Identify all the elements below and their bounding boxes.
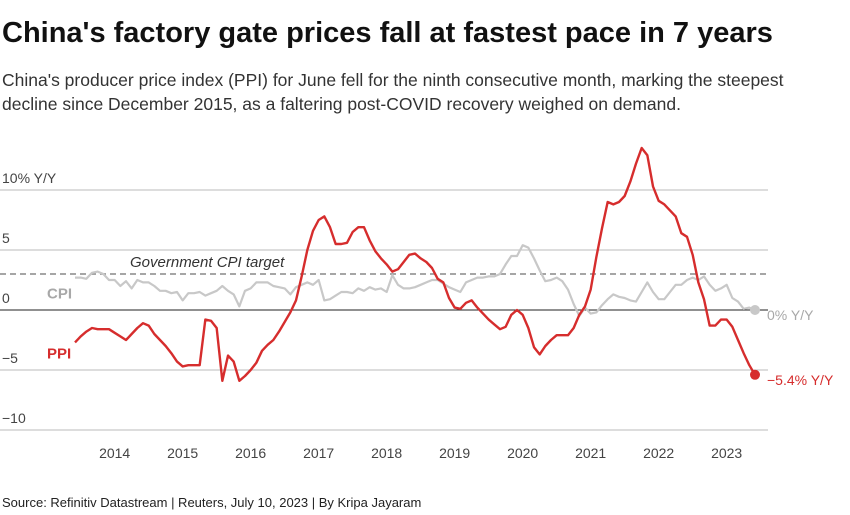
source: Source: Refinitiv Datastream | Reuters, … bbox=[2, 495, 421, 510]
series-label: CPI bbox=[47, 286, 72, 303]
y-tick-label: −10 bbox=[2, 410, 26, 426]
series-line bbox=[75, 244, 756, 318]
end-label: 0% Y/Y bbox=[767, 307, 814, 323]
x-tick-label: 2022 bbox=[643, 445, 674, 461]
target-label: Government CPI target bbox=[130, 254, 285, 271]
y-tick-label: 5 bbox=[2, 230, 10, 246]
x-tick-label: 2019 bbox=[439, 445, 470, 461]
x-tick-label: 2015 bbox=[167, 445, 198, 461]
end-point bbox=[750, 369, 760, 380]
subtitle: China's producer price index (PPI) for J… bbox=[2, 70, 784, 90]
end-label: −5.4% Y/Y bbox=[767, 372, 834, 388]
y-tick-label: 10% Y/Y bbox=[2, 170, 57, 186]
x-tick-label: 2023 bbox=[711, 445, 742, 461]
x-tick-label: 2018 bbox=[371, 445, 402, 461]
end-point bbox=[750, 305, 760, 315]
series-label: PPI bbox=[47, 345, 71, 362]
x-tick-label: 2021 bbox=[575, 445, 606, 461]
x-tick-label: 2020 bbox=[507, 445, 538, 461]
series-line bbox=[74, 146, 757, 382]
x-tick-label: 2016 bbox=[235, 445, 266, 461]
x-tick-label: 2017 bbox=[303, 445, 334, 461]
x-tick-label: 2014 bbox=[99, 445, 130, 461]
y-tick-label: 0 bbox=[2, 290, 10, 306]
chart-title: China's factory gate prices fall at fast… bbox=[2, 17, 773, 49]
subtitle: decline since December 2015, as a falter… bbox=[2, 94, 681, 114]
y-tick-label: −5 bbox=[2, 350, 18, 366]
